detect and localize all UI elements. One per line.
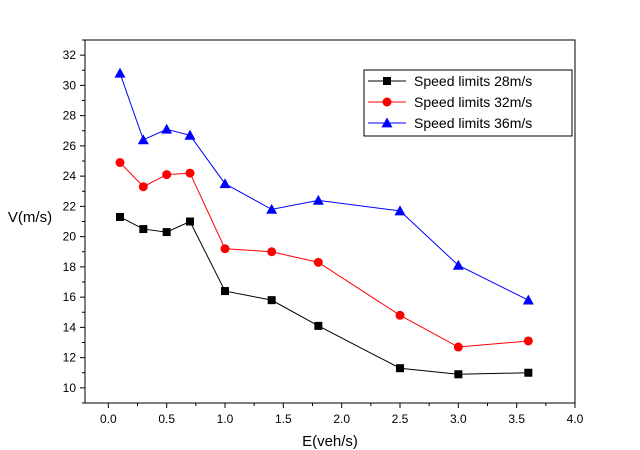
x-tick-label: 1.0 — [217, 412, 234, 426]
legend-label: Speed limits 36m/s — [414, 115, 532, 131]
y-tick-label: 10 — [63, 381, 77, 395]
data-point — [312, 194, 324, 205]
data-point — [219, 178, 231, 189]
legend-entry: Speed limits 28m/s — [368, 73, 532, 89]
x-tick-label: 4.0 — [567, 412, 584, 426]
x-tick-label: 2.0 — [333, 412, 350, 426]
data-point — [454, 370, 463, 379]
series-layer — [114, 67, 534, 379]
legend-label: Speed limits 28m/s — [414, 73, 532, 89]
x-tick-label: 1.5 — [275, 412, 292, 426]
data-point — [395, 310, 405, 320]
data-point — [266, 203, 278, 214]
data-point — [162, 228, 171, 237]
x-tick-label: 2.5 — [392, 412, 409, 426]
legend-marker — [383, 77, 391, 85]
y-tick-label: 26 — [63, 139, 77, 153]
series-2 — [115, 158, 533, 352]
legend-entry: Speed limits 32m/s — [368, 94, 532, 110]
y-tick-label: 24 — [63, 169, 77, 183]
y-tick-label: 18 — [63, 260, 77, 274]
y-tick-label: 20 — [63, 230, 77, 244]
series-line — [119, 162, 529, 348]
y-tick-label: 28 — [63, 109, 77, 123]
y-tick-label: 16 — [63, 290, 77, 304]
y-axis-label: V(m/s) — [8, 209, 52, 226]
x-tick-label: 3.5 — [508, 412, 525, 426]
legend-label: Speed limits 32m/s — [414, 94, 532, 110]
data-point — [162, 170, 172, 180]
series-line — [119, 216, 529, 375]
data-point — [139, 225, 148, 234]
data-point — [396, 364, 404, 373]
data-point — [161, 123, 173, 134]
y-tick-label: 30 — [63, 78, 77, 92]
legend-marker — [382, 97, 392, 107]
data-point — [220, 244, 230, 254]
series-3 — [114, 67, 534, 305]
y-tick-label: 22 — [63, 199, 77, 213]
data-point — [186, 217, 194, 226]
legend-entry: Speed limits 36m/s — [368, 115, 532, 131]
data-point — [394, 205, 406, 216]
data-point — [137, 134, 149, 145]
data-point — [267, 296, 276, 305]
y-tick-label: 14 — [63, 320, 77, 334]
y-tick-label: 32 — [63, 48, 77, 62]
series-1 — [116, 212, 533, 379]
data-point — [114, 67, 126, 78]
legend: Speed limits 28m/s Speed limits 32m/s Spee… — [363, 69, 573, 137]
data-point — [221, 287, 229, 296]
data-point — [115, 158, 125, 168]
y-axis: 10 12 14 16 18 20 22 24 26 28 30 32 — [63, 39, 85, 404]
data-point — [138, 182, 148, 192]
data-point — [523, 336, 533, 346]
y-tick-label: 12 — [63, 351, 77, 365]
data-point — [522, 294, 534, 305]
x-axis: 0.0 0.5 1.0 1.5 2.0 2.5 3.0 3.5 4.0 — [100, 403, 584, 426]
x-tick-label: 0.0 — [100, 412, 117, 426]
data-point — [116, 212, 124, 221]
data-point — [313, 257, 323, 267]
x-tick-label: 0.5 — [158, 412, 175, 426]
data-point — [453, 342, 463, 352]
data-point — [267, 247, 277, 257]
series-line — [119, 73, 529, 301]
data-point — [185, 168, 195, 178]
data-point — [452, 259, 464, 270]
data-point — [314, 321, 323, 330]
x-axis-label: E(veh/s) — [302, 433, 358, 450]
x-tick-label: 3.0 — [450, 412, 467, 426]
data-point — [184, 129, 196, 140]
legend-marker — [381, 117, 393, 128]
data-point — [524, 368, 533, 377]
